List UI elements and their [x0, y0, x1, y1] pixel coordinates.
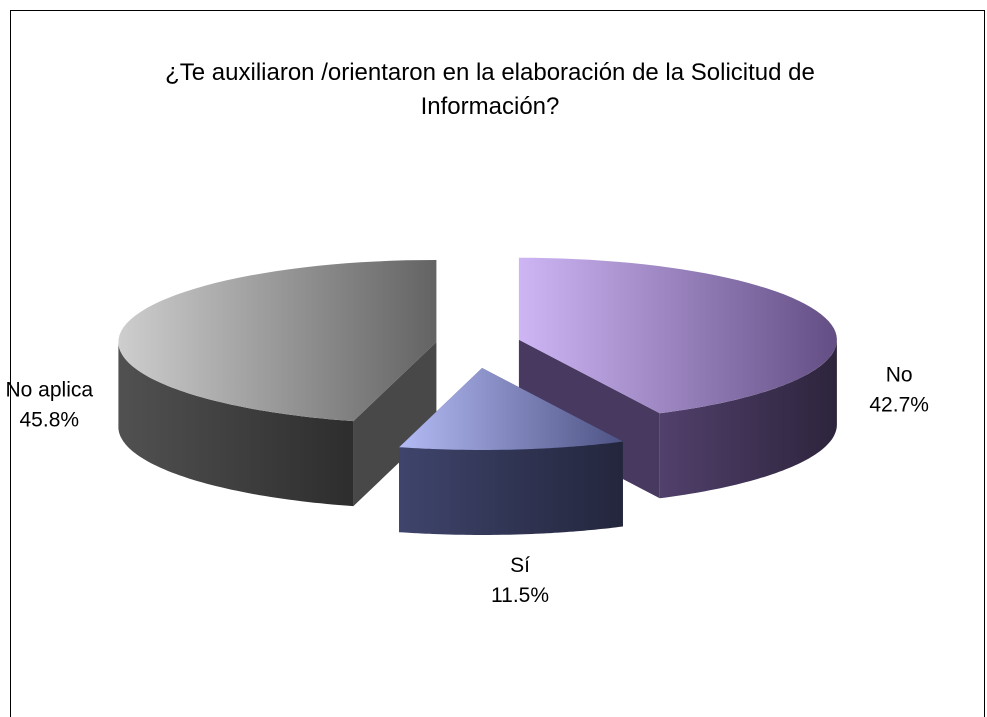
chart-title: ¿Te auxiliaron /orientaron en la elabora… — [165, 59, 815, 120]
pie-slice — [518, 257, 837, 499]
pie-slice — [399, 368, 623, 535]
data-label-value: 45.8% — [20, 409, 80, 432]
data-label-name: No — [886, 364, 913, 387]
slice-side — [659, 339, 837, 499]
data-label-value: 42.7% — [869, 394, 929, 417]
data-label-name: Sí — [510, 554, 530, 577]
slice-side — [118, 342, 354, 507]
slice-top — [399, 368, 623, 450]
slice-wall — [353, 342, 437, 507]
slice-wall — [518, 339, 660, 499]
slice-side — [399, 441, 623, 535]
slice-top — [118, 260, 437, 422]
data-label-value: 11.5% — [491, 584, 549, 607]
slice-top — [518, 257, 837, 414]
data-label-name: No aplica — [5, 379, 93, 402]
pie-slice — [118, 260, 437, 507]
